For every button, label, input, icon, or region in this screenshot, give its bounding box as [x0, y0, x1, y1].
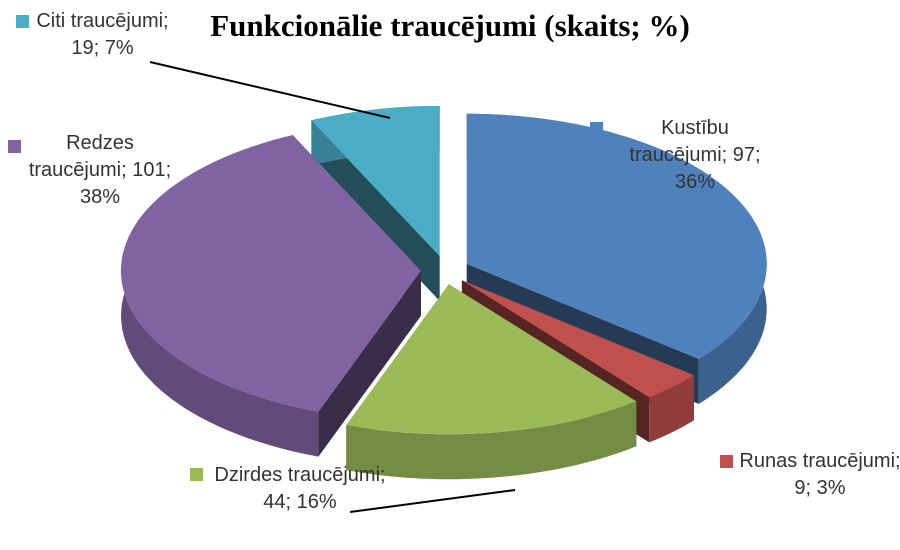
data-label: Citi traucējumi; 19; 7%: [36, 10, 169, 59]
slice-rim: [649, 375, 694, 443]
slice-side: [318, 270, 421, 457]
slice-rim: [346, 401, 637, 480]
chart-title: Funkcionālie traucējumi (skaits; %): [210, 8, 690, 43]
tops: [121, 106, 767, 435]
data-label: Dzirdes traucējumi; 44; 16%: [214, 464, 386, 513]
leader-line: [349, 489, 516, 513]
data-label: Kustību traucējumi; 97; 36%: [629, 117, 761, 193]
slice: [346, 284, 637, 435]
slice: [121, 135, 421, 412]
legend-key: [16, 15, 29, 28]
slice-side: [311, 120, 440, 302]
data-label: Runas traucējumi; 9; 3%: [739, 450, 900, 499]
legend-key: [190, 468, 203, 481]
legend-key: [590, 122, 603, 135]
leader-line: [149, 61, 391, 119]
legend-key: [8, 140, 21, 153]
legend-key: [720, 455, 733, 468]
slice: [311, 106, 440, 256]
slice: [466, 113, 767, 359]
data-label: Redzes traucējumi; 101; 38%: [28, 132, 172, 208]
slice: [461, 280, 694, 398]
